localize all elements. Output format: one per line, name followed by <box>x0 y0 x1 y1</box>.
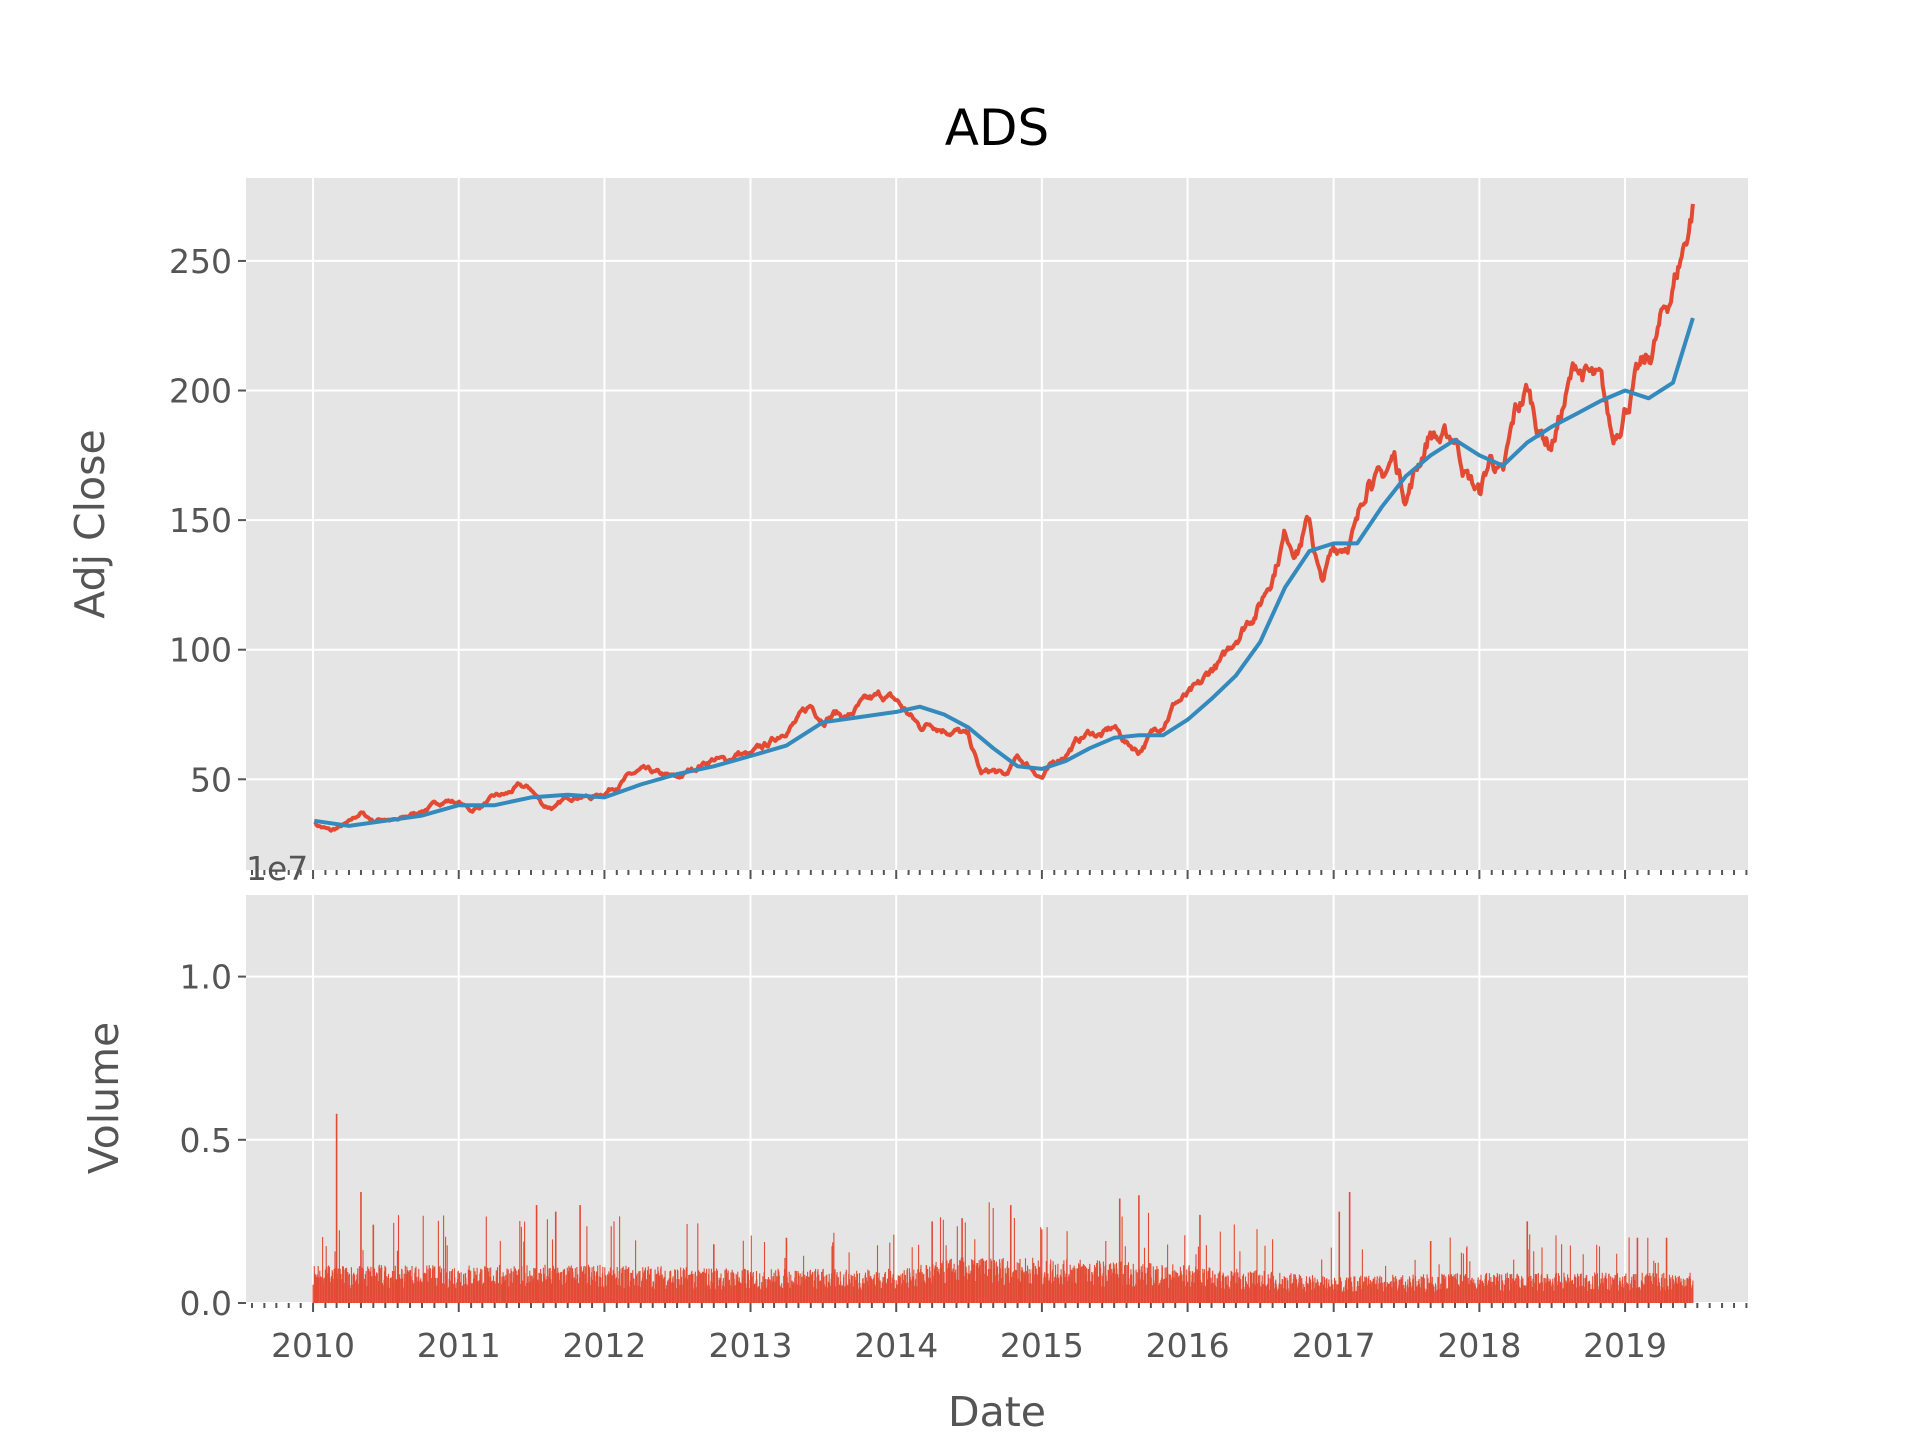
volume-daily-bars <box>312 1202 1694 1303</box>
volume-ytick-label-1.0: 1.0 <box>180 958 232 997</box>
volume-y-tick-labels: 0.0 0.5 1.0 <box>180 958 246 1323</box>
volume-plot-background <box>246 895 1748 1303</box>
volume-panel: 0.00.51.0 2010 2011 2012 2013 2014 2015 2016 20… <box>80 849 1748 1436</box>
price-x-tick-marks <box>250 870 1748 879</box>
volume-y-axis-label: Volume <box>80 1022 128 1175</box>
volume-xtick-label-2010: 2010 <box>271 1326 355 1365</box>
price-gridlines <box>246 178 1748 870</box>
volume-xtick-label-2012: 2012 <box>562 1326 646 1365</box>
price-ytick-label-100: 100 <box>169 631 232 670</box>
price-ytick-label-200: 200 <box>169 372 232 411</box>
price-y-tick-labels: 50 100 150 200 250 <box>169 242 246 799</box>
volume-offset-label: 1e7 <box>246 849 308 888</box>
volume-xtick-label-2019: 2019 <box>1583 1326 1667 1365</box>
price-ytick-label-250: 250 <box>169 242 232 281</box>
price-ytick-label-50: 50 <box>190 760 232 799</box>
volume-xtick-label-2016: 2016 <box>1146 1326 1230 1365</box>
volume-xtick-label-2011: 2011 <box>417 1326 501 1365</box>
volume-xtick-label-2014: 2014 <box>854 1326 938 1365</box>
volume-x-tick-labels: 2010 2011 2012 2013 2014 2015 2016 2017 2018 2019 <box>250 1303 1748 1365</box>
volume-xtick-label-2015: 2015 <box>1000 1326 1084 1365</box>
price-ytick-label-150: 150 <box>169 501 232 540</box>
price-y-axis-label: Adj Close <box>66 429 114 618</box>
price-plot-background <box>246 178 1748 870</box>
price-series-line-0 <box>313 203 1695 833</box>
volume-bars <box>312 1113 1694 1303</box>
price-panel: 50 100 150 200 250 ADS Adj Close <box>66 99 1748 879</box>
volume-xtick-label-2018: 2018 <box>1437 1326 1521 1365</box>
volume-xtick-label-2017: 2017 <box>1292 1326 1376 1365</box>
price-series <box>313 203 1695 833</box>
volume-ytick-label-0.5: 0.5 <box>180 1121 232 1160</box>
volume-ytick-label-0.0: 0.0 <box>180 1284 232 1323</box>
price-series-line-1 <box>314 317 1695 828</box>
volume-xtick-label-2013: 2013 <box>709 1326 793 1365</box>
chart-title: ADS <box>945 99 1049 157</box>
x-axis-label: Date <box>948 1388 1046 1436</box>
